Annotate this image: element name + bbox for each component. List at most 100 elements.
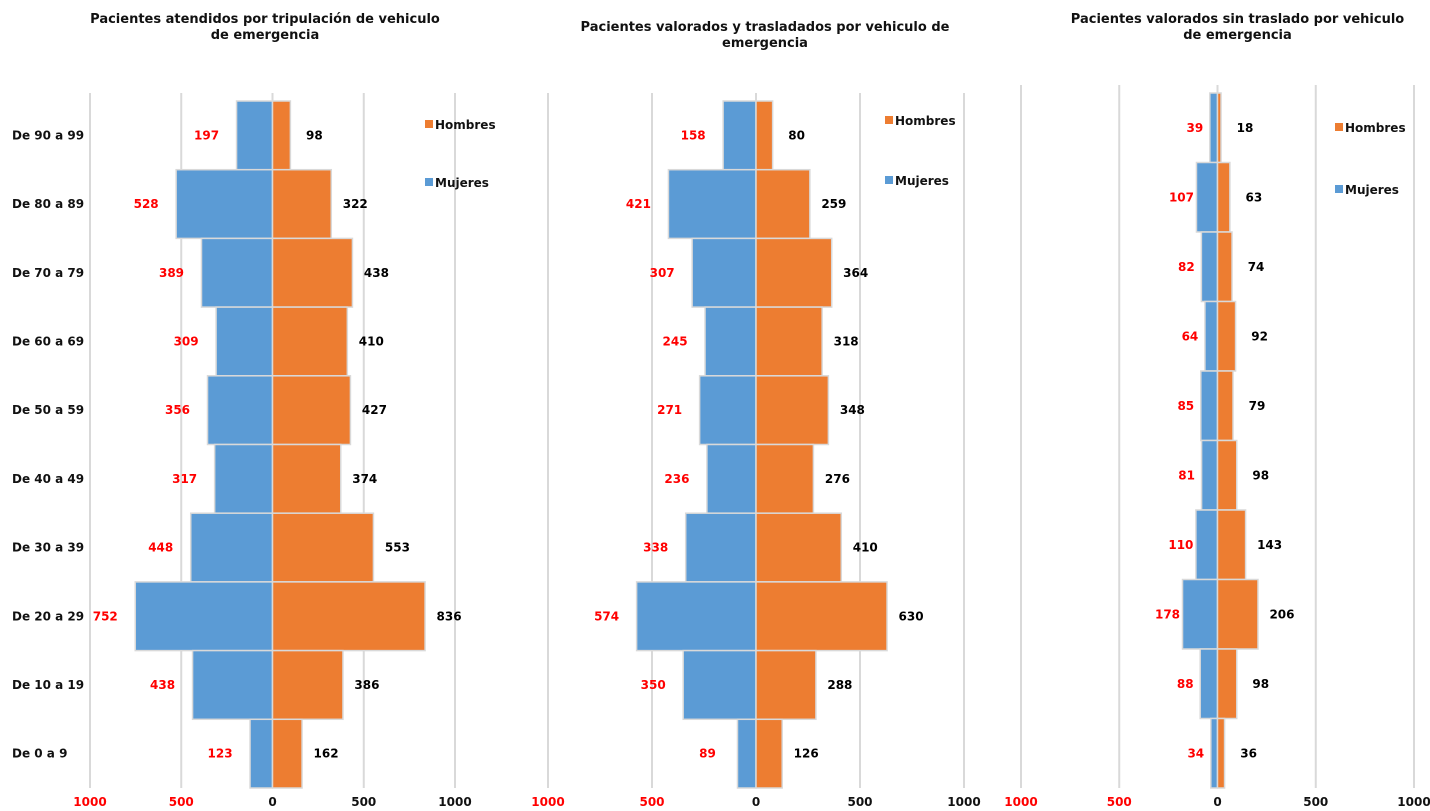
legend-swatch-hombres: [885, 116, 893, 124]
data-label-hombres: 98: [306, 128, 323, 142]
data-label-hombres: 92: [1251, 329, 1268, 343]
data-label-mujeres: 89: [699, 747, 716, 761]
bar-mujeres: [1195, 161, 1219, 233]
bar-hombres: [755, 100, 774, 171]
data-label-mujeres: 158: [681, 128, 706, 142]
data-label-mujeres: 245: [663, 334, 688, 348]
category-label: De 50 a 59: [12, 403, 84, 417]
data-label-mujeres: 110: [1168, 538, 1193, 552]
bar-hombres: [755, 168, 811, 240]
data-label-hombres: 259: [821, 197, 846, 211]
category-label: De 20 a 29: [12, 609, 84, 623]
bar-hombres: [271, 512, 375, 583]
bar-mujeres: [1199, 648, 1219, 720]
data-label-hombres: 386: [354, 678, 379, 692]
bar-mujeres: [235, 100, 274, 171]
bar-mujeres: [1204, 300, 1219, 372]
category-label: De 70 a 79: [12, 266, 84, 280]
data-label-hombres: 288: [827, 678, 852, 692]
chart-plot-2: 1000 500 0 500 1000 158 80 421 259 307 364 245 318 27…: [531, 93, 981, 809]
data-label-hombres: 98: [1252, 677, 1269, 691]
data-label-hombres: 410: [359, 334, 384, 348]
legend-label-mujeres: Mujeres: [435, 176, 489, 190]
data-label-mujeres: 88: [1177, 677, 1194, 691]
bar-hombres: [271, 649, 344, 721]
data-label-hombres: 162: [314, 747, 339, 761]
bar-mujeres: [667, 168, 757, 240]
bar-mujeres: [191, 649, 274, 721]
data-label-mujeres: 356: [165, 403, 190, 417]
bar-hombres: [755, 581, 888, 652]
data-label-hombres: 74: [1248, 260, 1265, 274]
data-label-mujeres: 85: [1177, 399, 1194, 413]
data-label-hombres: 318: [834, 334, 859, 348]
bar-mujeres: [706, 443, 757, 514]
bar-mujeres: [189, 512, 274, 583]
data-label-mujeres: 421: [626, 197, 651, 211]
bar-hombres: [271, 581, 426, 652]
bar-hombres: [755, 443, 815, 514]
bar-mujeres: [1209, 92, 1219, 164]
x-tick-label: 1000: [947, 795, 980, 809]
legend-swatch-hombres: [425, 120, 433, 128]
data-label-hombres: 553: [385, 541, 410, 555]
x-tick-label: 1000: [1004, 795, 1037, 809]
legend-swatch-mujeres: [425, 178, 433, 186]
bar-hombres: [271, 100, 292, 171]
legend-label-hombres: Hombres: [435, 118, 496, 132]
bar-mujeres: [175, 168, 274, 240]
x-tick-label: 1000: [1397, 795, 1430, 809]
bar-mujeres: [691, 237, 757, 308]
bar-hombres: [271, 237, 354, 308]
data-label-hombres: 126: [794, 747, 819, 761]
x-tick-label: 500: [1303, 795, 1328, 809]
data-label-hombres: 206: [1269, 607, 1294, 621]
chart-panel-3: Pacientes valorados sin traslado por veh…: [1000, 0, 1430, 811]
chart-panel-2: Pacientes valorados y trasladados por ve…: [520, 0, 1000, 811]
x-tick-label: 1000: [438, 795, 471, 809]
chart-title: Pacientes atendidos por tripulación de v…: [90, 12, 440, 43]
bar-mujeres: [1200, 231, 1219, 303]
legend-label-mujeres: Mujeres: [1345, 183, 1399, 197]
bar-mujeres: [704, 306, 757, 377]
data-label-mujeres: 309: [174, 334, 199, 348]
bar-hombres: [271, 375, 352, 446]
chart-plot-3: 1000 500 0 500 1000 39 18 107 63 82 74 64 92 85 79 81 98…: [1004, 85, 1430, 809]
bar-hombres: [1216, 717, 1226, 789]
x-tick-label: 0: [752, 795, 760, 809]
data-label-mujeres: 317: [172, 472, 197, 486]
bar-mujeres: [1195, 509, 1219, 581]
bar-mujeres: [134, 581, 274, 652]
bar-mujeres: [1181, 578, 1219, 650]
data-label-hombres: 276: [825, 472, 850, 486]
data-label-mujeres: 81: [1178, 468, 1195, 482]
data-label-mujeres: 350: [641, 678, 666, 692]
chart-panel-1: Pacientes atendidos por tripulación de v…: [0, 0, 520, 811]
bar-hombres: [1216, 231, 1233, 303]
data-label-hombres: 18: [1237, 121, 1254, 135]
bar-mujeres: [682, 649, 757, 721]
data-label-hombres: 836: [437, 609, 462, 623]
data-label-mujeres: 271: [657, 403, 682, 417]
data-label-mujeres: 338: [643, 541, 668, 555]
legend-swatch-mujeres: [1335, 185, 1343, 193]
x-tick-label: 500: [169, 795, 194, 809]
x-tick-label: 1000: [531, 795, 564, 809]
data-label-mujeres: 34: [1187, 746, 1204, 760]
x-tick-label: 1000: [73, 795, 106, 809]
x-tick-label: 500: [847, 795, 872, 809]
bar-hombres: [755, 649, 817, 721]
legend-swatch-mujeres: [885, 176, 893, 184]
data-label-hombres: 438: [364, 266, 389, 280]
data-label-mujeres: 64: [1182, 329, 1199, 343]
bar-hombres: [1216, 161, 1231, 233]
bar-hombres: [1216, 439, 1238, 511]
data-label-mujeres: 307: [650, 266, 675, 280]
bar-mujeres: [206, 375, 274, 446]
data-label-hombres: 374: [352, 472, 377, 486]
legend-label-mujeres: Mujeres: [895, 174, 949, 188]
bar-mujeres: [1210, 717, 1219, 789]
bar-mujeres: [200, 237, 274, 308]
bar-hombres: [1216, 370, 1234, 442]
bar-hombres: [271, 443, 342, 514]
